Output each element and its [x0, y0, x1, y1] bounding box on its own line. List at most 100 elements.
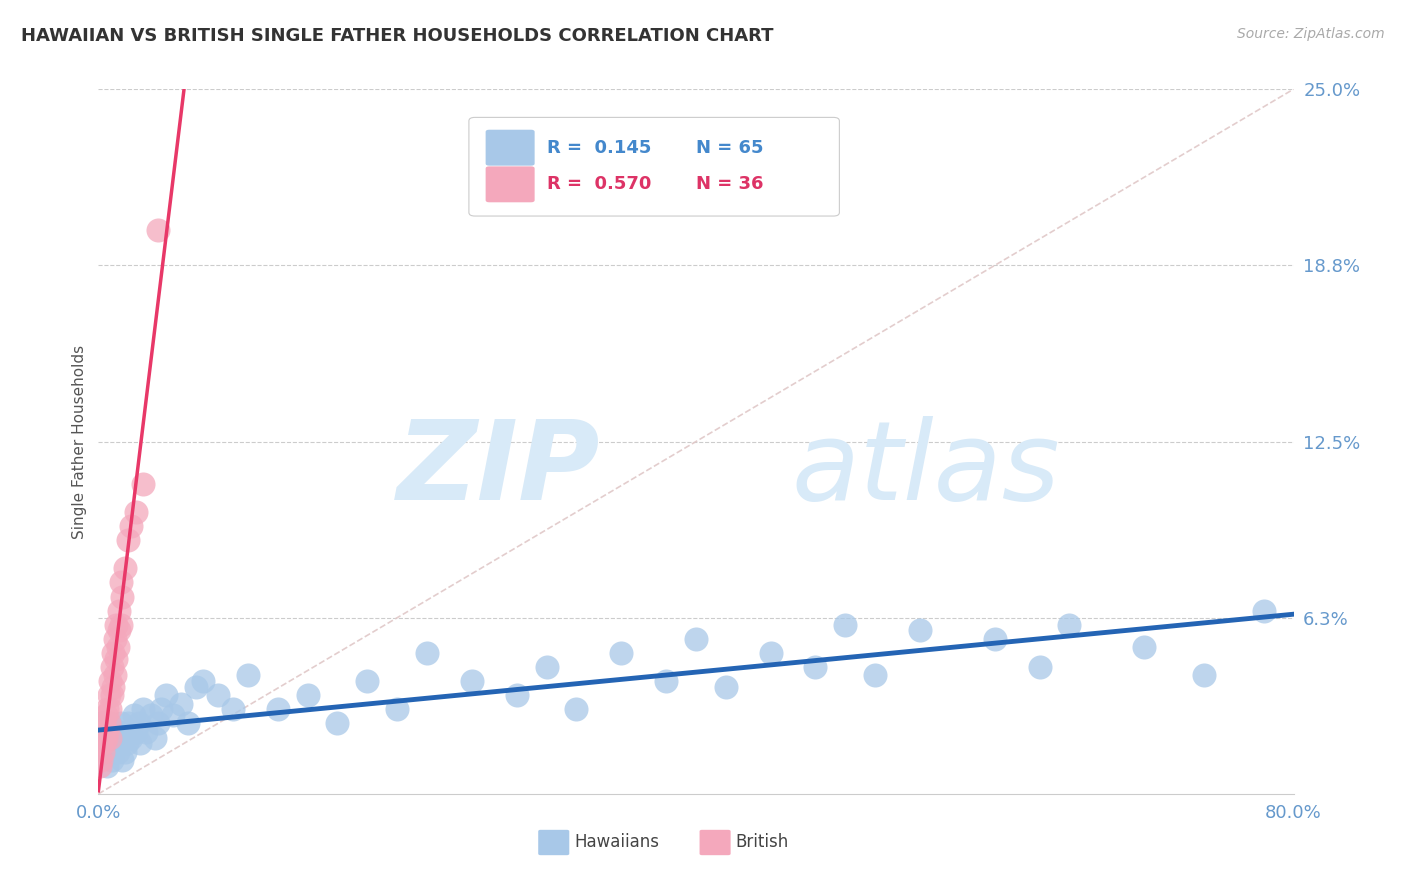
Point: [114, 745, 136, 759]
Point: [162, 708, 184, 723]
Point: [98, 736, 122, 750]
Point: [91, 745, 114, 759]
Point: [297, 688, 319, 702]
Point: [416, 646, 439, 660]
Point: [143, 731, 166, 745]
Point: [135, 724, 157, 739]
Point: [1253, 604, 1275, 618]
Point: [90, 736, 112, 750]
Point: [103, 745, 125, 759]
Point: [125, 724, 148, 739]
Point: [155, 688, 177, 702]
Point: [132, 476, 155, 491]
Point: [101, 753, 124, 767]
Point: [1133, 640, 1156, 655]
Point: [98, 702, 122, 716]
Point: [104, 632, 127, 646]
Point: [91, 731, 114, 745]
Point: [184, 680, 207, 694]
Point: [129, 736, 152, 750]
Point: [177, 716, 200, 731]
Text: N = 65: N = 65: [696, 138, 763, 157]
Point: [461, 674, 484, 689]
Point: [124, 708, 146, 723]
Point: [105, 651, 128, 665]
Text: atlas: atlas: [792, 417, 1060, 524]
Point: [90, 753, 112, 767]
Point: [385, 702, 409, 716]
Point: [97, 688, 120, 702]
Point: [107, 640, 129, 655]
Point: [91, 724, 114, 739]
Point: [191, 674, 214, 689]
Point: [655, 674, 678, 689]
Text: R =  0.570: R = 0.570: [547, 176, 651, 194]
Point: [114, 561, 136, 575]
Point: [111, 590, 134, 604]
Point: [103, 724, 125, 739]
Point: [90, 716, 112, 731]
Text: N = 36: N = 36: [696, 176, 763, 194]
FancyBboxPatch shape: [470, 118, 839, 216]
Point: [93, 716, 115, 731]
Point: [804, 660, 827, 674]
Point: [115, 736, 138, 750]
Point: [105, 736, 128, 750]
Point: [120, 731, 142, 745]
Point: [101, 688, 124, 702]
Point: [111, 753, 134, 767]
Text: Source: ZipAtlas.com: Source: ZipAtlas.com: [1237, 27, 1385, 41]
Point: [98, 731, 122, 745]
Point: [236, 668, 259, 682]
Text: R =  0.145: R = 0.145: [547, 138, 651, 157]
Point: [267, 702, 290, 716]
Point: [565, 702, 588, 716]
Point: [108, 624, 131, 638]
Point: [1059, 617, 1081, 632]
Point: [107, 745, 129, 759]
Point: [356, 674, 378, 689]
FancyBboxPatch shape: [485, 167, 534, 202]
Point: [96, 758, 118, 772]
Point: [103, 680, 125, 694]
FancyBboxPatch shape: [700, 830, 731, 855]
Point: [110, 617, 132, 632]
FancyBboxPatch shape: [485, 129, 534, 166]
Point: [96, 702, 118, 716]
Text: HAWAIIAN VS BRITISH SINGLE FATHER HOUSEHOLDS CORRELATION CHART: HAWAIIAN VS BRITISH SINGLE FATHER HOUSEH…: [21, 27, 773, 45]
Point: [685, 632, 707, 646]
Point: [89, 758, 111, 772]
Point: [536, 660, 558, 674]
Text: British: British: [735, 833, 789, 851]
Text: ZIP: ZIP: [396, 417, 600, 524]
Point: [105, 617, 128, 632]
Point: [110, 716, 132, 731]
Point: [169, 697, 191, 711]
Text: Hawaiians: Hawaiians: [574, 833, 659, 851]
Point: [908, 624, 931, 638]
Point: [103, 646, 125, 660]
Point: [1028, 660, 1050, 674]
Point: [96, 724, 118, 739]
Point: [93, 736, 115, 750]
Point: [148, 223, 170, 237]
Point: [94, 708, 117, 723]
Point: [108, 604, 131, 618]
Point: [117, 716, 139, 731]
Point: [834, 617, 856, 632]
Y-axis label: Single Father Households: Single Father Households: [72, 344, 87, 539]
Point: [1192, 668, 1215, 682]
Point: [93, 745, 115, 759]
Point: [94, 731, 117, 745]
Point: [139, 708, 162, 723]
Point: [120, 519, 142, 533]
Point: [610, 646, 633, 660]
Point: [326, 716, 349, 731]
Point: [104, 731, 127, 745]
Point: [148, 716, 170, 731]
Point: [506, 688, 529, 702]
Point: [98, 674, 122, 689]
Point: [112, 731, 135, 745]
Point: [222, 702, 245, 716]
Point: [132, 702, 155, 716]
